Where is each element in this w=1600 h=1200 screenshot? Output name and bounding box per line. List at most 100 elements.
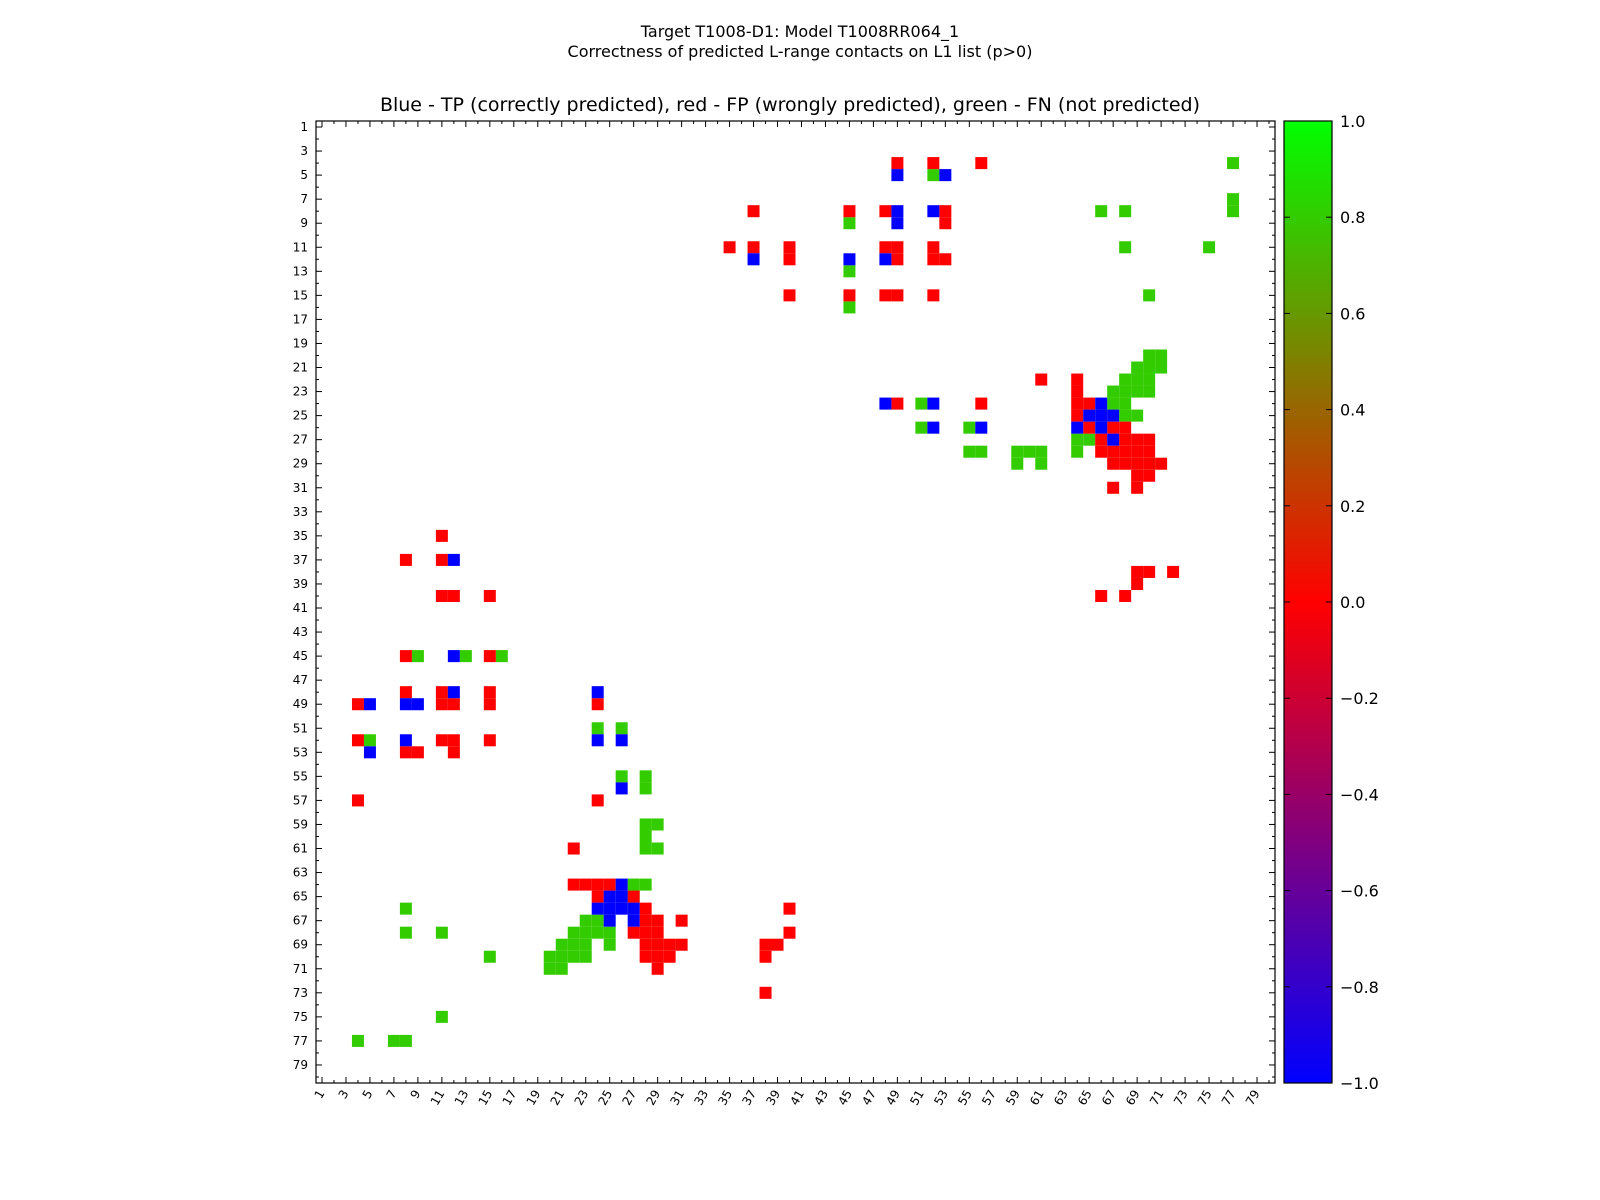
y-tick-label: 33 [293,505,308,519]
cell-tp [603,890,616,903]
cell-tp [411,698,424,711]
cell-fn [1119,241,1132,254]
cell-fn [627,878,640,891]
cell-fp [351,794,364,807]
x-tick-label: 33 [691,1088,711,1108]
x-tick-label: 79 [1243,1088,1263,1108]
cell-fp [627,926,640,939]
cell-tp [939,169,952,182]
cell-fp [591,878,604,891]
cell-fp [639,950,652,963]
cell-fn [1083,433,1096,446]
colorbar-tick-label: −0.6 [1340,882,1379,901]
y-tick-label: 19 [293,336,308,350]
y-tick-label: 67 [293,914,308,928]
colorbar-tick-label: 0.6 [1340,304,1365,323]
cell-fn [435,926,448,939]
cell-tp [615,902,628,915]
x-tick-label: 65 [1075,1088,1095,1108]
cell-fn [459,650,472,663]
cell-fp [1071,409,1084,422]
cell-fn [351,1034,364,1047]
cell-tp [615,782,628,795]
y-tick-label: 41 [293,601,308,615]
cell-tp [891,205,904,218]
y-tick-label: 49 [293,697,308,711]
cell-fp [927,241,940,254]
axis-ticks [316,121,1275,1083]
cell-fp [1131,469,1144,482]
x-tick-label: 35 [715,1088,735,1108]
cell-fn [411,650,424,663]
cell-fn [915,421,928,434]
cell-fn [591,926,604,939]
cell-fp [1143,445,1156,458]
cell-fp [399,650,412,663]
y-tick-label: 21 [293,361,308,375]
cell-tp [363,746,376,759]
y-tick-label: 47 [293,673,308,687]
cell-fn [843,217,856,230]
x-tick-label: 57 [979,1088,999,1108]
cell-fn [591,722,604,735]
cell-tp [627,902,640,915]
cell-fn [1071,445,1084,458]
cell-fp [567,842,580,855]
cell-tp [1107,433,1120,446]
cell-fp [483,734,496,747]
cell-fp [351,698,364,711]
cell-fp [675,914,688,927]
colorbar [1283,120,1333,1084]
cell-fn [567,950,580,963]
x-tick-label: 63 [1051,1088,1071,1108]
cell-fn [495,650,508,663]
cell-tp [363,698,376,711]
cell-fn [639,878,652,891]
x-tick-label: 45 [835,1088,855,1108]
cell-fn [1011,457,1024,470]
cell-fp [651,914,664,927]
cell-tp [1095,397,1108,410]
y-tick-label: 73 [293,986,308,1000]
y-tick-label: 7 [300,192,308,206]
cell-fp [843,289,856,302]
cell-fn [1119,205,1132,218]
cell-fn [615,722,628,735]
y-tick-label: 71 [293,962,308,976]
cell-fn [1131,373,1144,386]
cell-fn [483,950,496,963]
cell-fp [447,746,460,759]
cell-fn [579,938,592,951]
cell-fn [1143,289,1156,302]
cell-fn [555,962,568,975]
cell-fp [591,698,604,711]
cell-fp [639,914,652,927]
cell-fp [879,241,892,254]
y-tick-label: 25 [293,409,308,423]
cell-fn [963,421,976,434]
cell-fp [627,890,640,903]
x-tick-label: 77 [1219,1088,1239,1108]
cell-fp [483,650,496,663]
y-tick-label: 17 [293,312,308,326]
cell-fn [555,950,568,963]
cell-fp [483,698,496,711]
cell-fn [399,926,412,939]
cell-tp [603,902,616,915]
cell-tp [447,686,460,699]
cell-fn [1131,361,1144,374]
cell-fp [783,289,796,302]
cell-tp [879,253,892,266]
cell-fp [435,686,448,699]
cell-fp [1131,577,1144,590]
x-tick-label: 39 [763,1088,783,1108]
cell-tp [627,914,640,927]
cell-tp [591,686,604,699]
y-tick-label: 79 [293,1058,308,1072]
y-axis-tick-labels: 1357911131517192123252729313335373941434… [293,120,308,1072]
y-tick-label: 9 [300,216,308,230]
y-tick-label: 57 [293,793,308,807]
x-tick-label: 53 [931,1088,951,1108]
colorbar-tick-label: 0.4 [1340,401,1365,420]
